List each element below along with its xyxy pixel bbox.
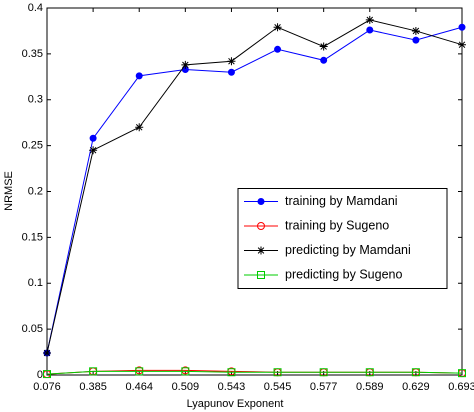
marker <box>227 368 236 377</box>
marker <box>257 271 265 279</box>
x-tick-label: 0.577 <box>310 381 338 393</box>
marker <box>227 68 235 76</box>
marker <box>458 40 466 49</box>
y-tick-label: 0 <box>37 369 43 381</box>
marker <box>273 368 282 377</box>
marker <box>365 368 374 377</box>
y-tick-label: 0.05 <box>22 323 43 335</box>
legend-label: training by Sugeno <box>285 218 389 232</box>
marker <box>411 368 420 377</box>
marker <box>366 26 374 34</box>
marker <box>89 146 98 155</box>
marker <box>181 60 190 69</box>
series-line <box>46 26 463 354</box>
marker <box>412 36 420 44</box>
marker <box>89 367 98 376</box>
legend-box <box>237 188 448 289</box>
y-tick-label: 0.3 <box>28 94 43 106</box>
marker <box>181 367 190 376</box>
y-tick-label: 0.15 <box>22 231 43 243</box>
y-tick-label: 0.2 <box>28 185 43 197</box>
marker <box>43 370 51 379</box>
x-tick-label: 0.509 <box>172 381 200 393</box>
marker <box>43 348 51 357</box>
marker <box>365 15 374 24</box>
y-tick-label: 0.1 <box>28 277 43 289</box>
y-tick-label: 0.35 <box>22 48 43 60</box>
marker <box>458 23 466 31</box>
marker <box>319 42 328 51</box>
series-line <box>46 370 463 375</box>
marker <box>458 369 466 378</box>
marker <box>319 368 328 377</box>
x-tick-label: 0.545 <box>264 381 292 393</box>
legend-label: training by Mamdani <box>285 194 398 208</box>
marker <box>135 72 143 80</box>
x-tick-label: 0.076 <box>33 381 61 393</box>
x-axis-label: Lyapunov Exponent <box>187 398 284 410</box>
marker <box>257 222 265 230</box>
x-tick-label: 0.464 <box>125 381 153 393</box>
x-tick-label: 0.629 <box>402 381 430 393</box>
legend-label: predicting by Mamdani <box>285 243 411 257</box>
series-line <box>46 19 463 354</box>
marker <box>135 367 144 376</box>
legend-label: predicting by Sugeno <box>285 267 402 281</box>
marker <box>89 134 97 142</box>
legend: training by Mamdani training by Sugeno pre… <box>237 188 448 289</box>
marker <box>257 246 265 255</box>
x-tick-label: 0.693 <box>448 381 474 393</box>
marker <box>257 198 265 205</box>
marker <box>274 45 282 53</box>
marker <box>227 57 236 66</box>
y-axis-label: NRMSE <box>3 171 15 211</box>
x-tick-label: 0.589 <box>356 381 384 393</box>
marker <box>273 23 282 32</box>
y-tick-label: 0.25 <box>22 140 43 152</box>
marker <box>411 26 420 35</box>
marker <box>320 56 328 64</box>
y-tick-label: 0.4 <box>28 2 43 14</box>
x-tick-label: 0.385 <box>79 381 107 393</box>
x-tick-label: 0.543 <box>218 381 246 393</box>
marker <box>135 123 144 132</box>
